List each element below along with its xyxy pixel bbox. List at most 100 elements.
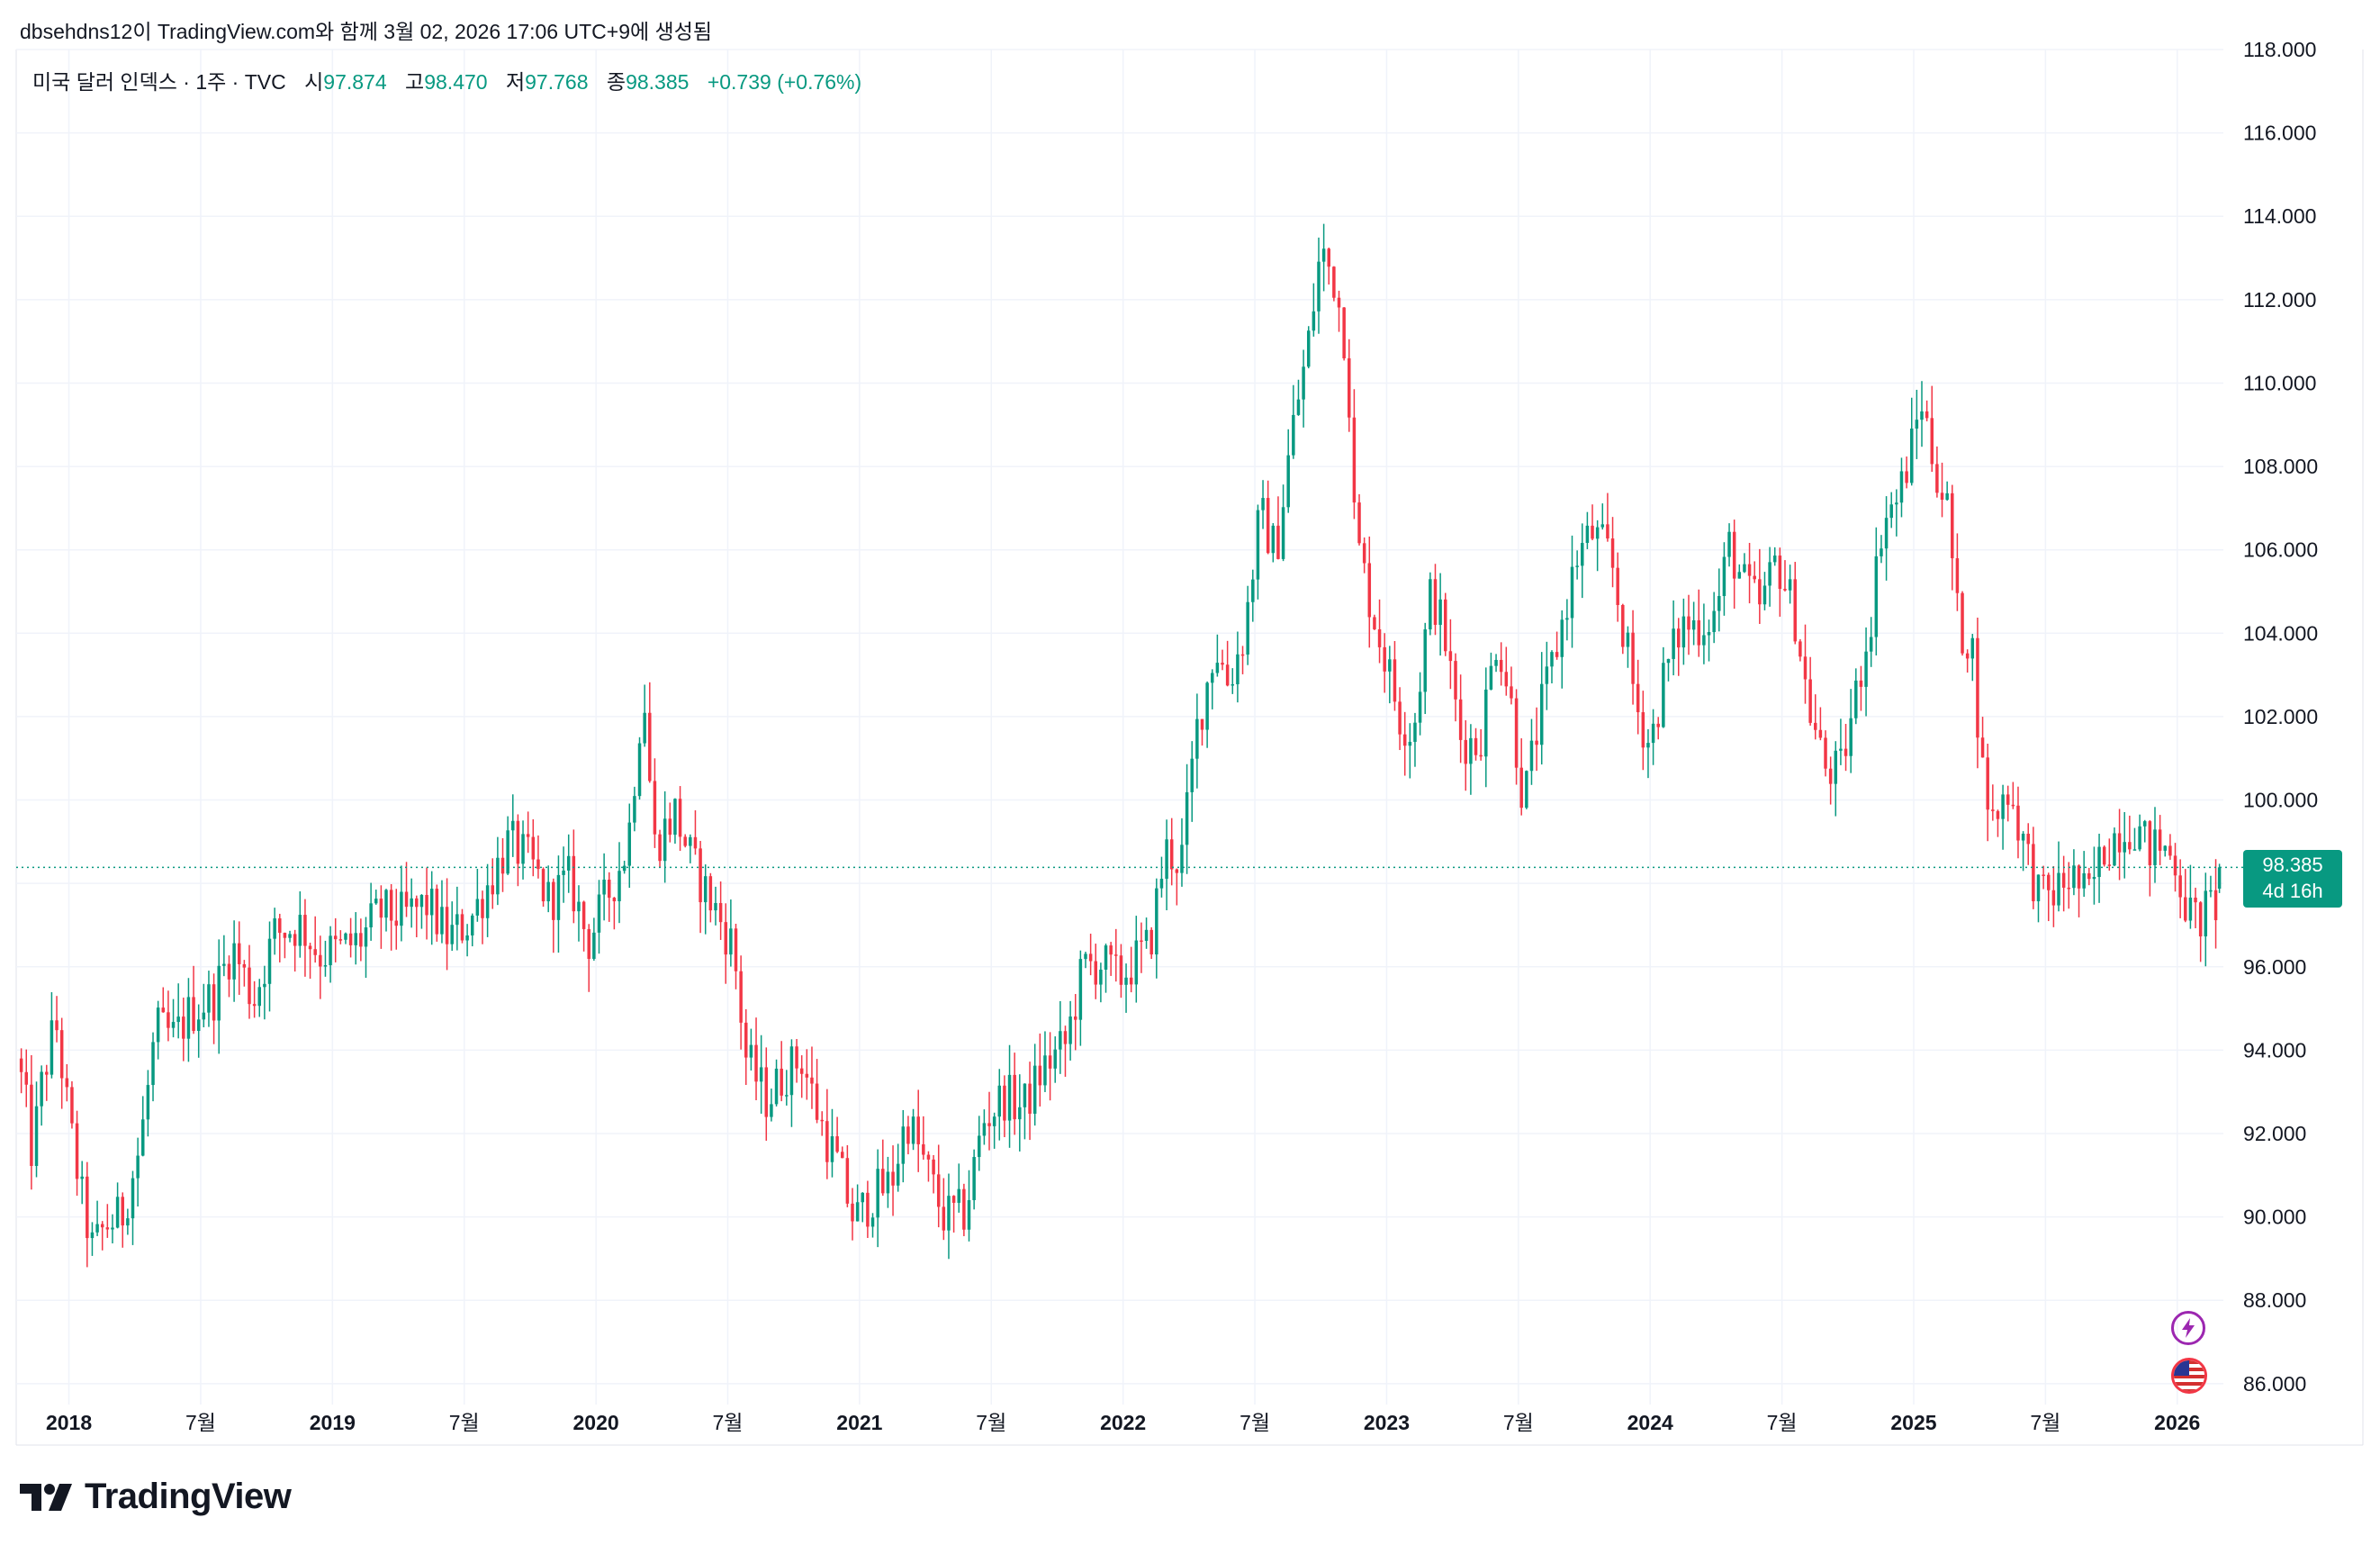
candle-body	[1545, 666, 1549, 684]
y-tick-label: 116.000	[2243, 122, 2316, 145]
candle	[222, 935, 226, 977]
candle	[2067, 862, 2071, 909]
candle-body	[825, 1121, 829, 1162]
candle	[146, 1070, 150, 1137]
candle	[718, 881, 723, 940]
candle	[86, 1161, 89, 1268]
candle-body	[1737, 572, 1742, 579]
candle	[1899, 457, 1904, 518]
candle-body	[293, 934, 297, 946]
candle-body	[1961, 592, 1964, 654]
x-tick-label: 7월	[1240, 1411, 1270, 1434]
candle-body	[455, 914, 459, 926]
candle-body	[886, 1171, 890, 1194]
candle	[24, 1049, 29, 1107]
candle-body	[1028, 1083, 1032, 1114]
candle-body	[2209, 890, 2213, 892]
candle-body	[734, 928, 738, 971]
candle-body	[404, 891, 409, 908]
candle-body	[460, 914, 464, 941]
candle	[729, 899, 733, 967]
candle	[754, 1017, 758, 1101]
grid-lines	[15, 49, 2364, 1446]
candle-body	[982, 1123, 987, 1136]
candle-body	[485, 885, 490, 918]
candle	[577, 885, 581, 942]
candle-body	[1169, 839, 1174, 870]
candle	[111, 1214, 114, 1243]
candle	[689, 834, 692, 863]
candle-body	[161, 1007, 166, 1013]
candle	[171, 998, 176, 1038]
candle	[455, 886, 459, 951]
candle-body	[389, 890, 393, 921]
candle	[1753, 561, 1756, 583]
symbol-label[interactable]: 미국 달러 인덱스 · 1주 · TVC	[32, 70, 286, 94]
x-tick-label: 2024	[1627, 1411, 1673, 1434]
candle	[151, 1032, 155, 1102]
candle-body	[810, 1077, 814, 1084]
candle-body	[1834, 750, 1838, 784]
candle-body	[1747, 564, 1752, 576]
candle	[1180, 818, 1184, 887]
candle-body	[1003, 1085, 1006, 1121]
candle	[105, 1204, 110, 1238]
candle	[1641, 691, 1645, 771]
x-tick-label: 7월	[185, 1411, 216, 1434]
candle	[1276, 496, 1280, 560]
candle	[323, 940, 328, 977]
candle-body	[1332, 267, 1336, 298]
candle	[1109, 942, 1113, 976]
candle	[1666, 658, 1671, 682]
candle	[167, 990, 170, 1042]
candle-body	[1828, 768, 1833, 784]
candle	[1169, 818, 1174, 886]
candle	[2138, 814, 2141, 852]
candle	[1398, 687, 1402, 751]
candle-body	[2213, 890, 2218, 921]
candle-body	[1778, 556, 1782, 590]
candle-body	[1880, 548, 1883, 556]
candle-body	[612, 898, 617, 902]
candle-body	[1702, 635, 1706, 646]
candle	[1028, 1062, 1032, 1141]
candle	[50, 992, 54, 1079]
candle	[1251, 569, 1255, 622]
candle-body	[1215, 663, 1220, 673]
candle	[415, 895, 419, 938]
candle-body	[1889, 504, 1893, 519]
candle-body	[1251, 579, 1255, 602]
candle	[2047, 872, 2051, 922]
us-flag-icon[interactable]	[2171, 1358, 2207, 1394]
candle-body	[896, 1163, 900, 1186]
candle-body	[1570, 566, 1574, 619]
candle-body	[2138, 826, 2141, 850]
candle-body	[338, 939, 343, 941]
candle	[2217, 863, 2222, 893]
candle	[359, 918, 363, 962]
candle-body	[1337, 297, 1341, 308]
candle	[1814, 694, 1817, 740]
candle	[978, 1116, 981, 1171]
candle-body	[80, 1176, 84, 1179]
candle-body	[242, 963, 247, 968]
candle	[870, 1213, 875, 1238]
ohlc-legend: 미국 달러 인덱스 · 1주 · TVC 시97.874 고98.470 저97…	[32, 65, 861, 95]
candle-body	[1803, 656, 1808, 680]
candle	[115, 1182, 120, 1229]
lightning-icon[interactable]	[2171, 1311, 2205, 1345]
candle-body	[2026, 834, 2030, 845]
candle	[2117, 809, 2122, 881]
candle	[678, 786, 682, 852]
candle	[2097, 833, 2101, 903]
candle-body	[1951, 492, 1954, 559]
candle-body	[1119, 955, 1123, 985]
candle-body	[633, 796, 636, 823]
x-tick-label: 2023	[1364, 1411, 1410, 1434]
candle-body	[592, 932, 596, 959]
candle	[1793, 562, 1797, 645]
candle-body	[1007, 1074, 1012, 1121]
candle-body	[1190, 758, 1194, 792]
tradingview-brand[interactable]: TradingView	[20, 1477, 292, 1517]
